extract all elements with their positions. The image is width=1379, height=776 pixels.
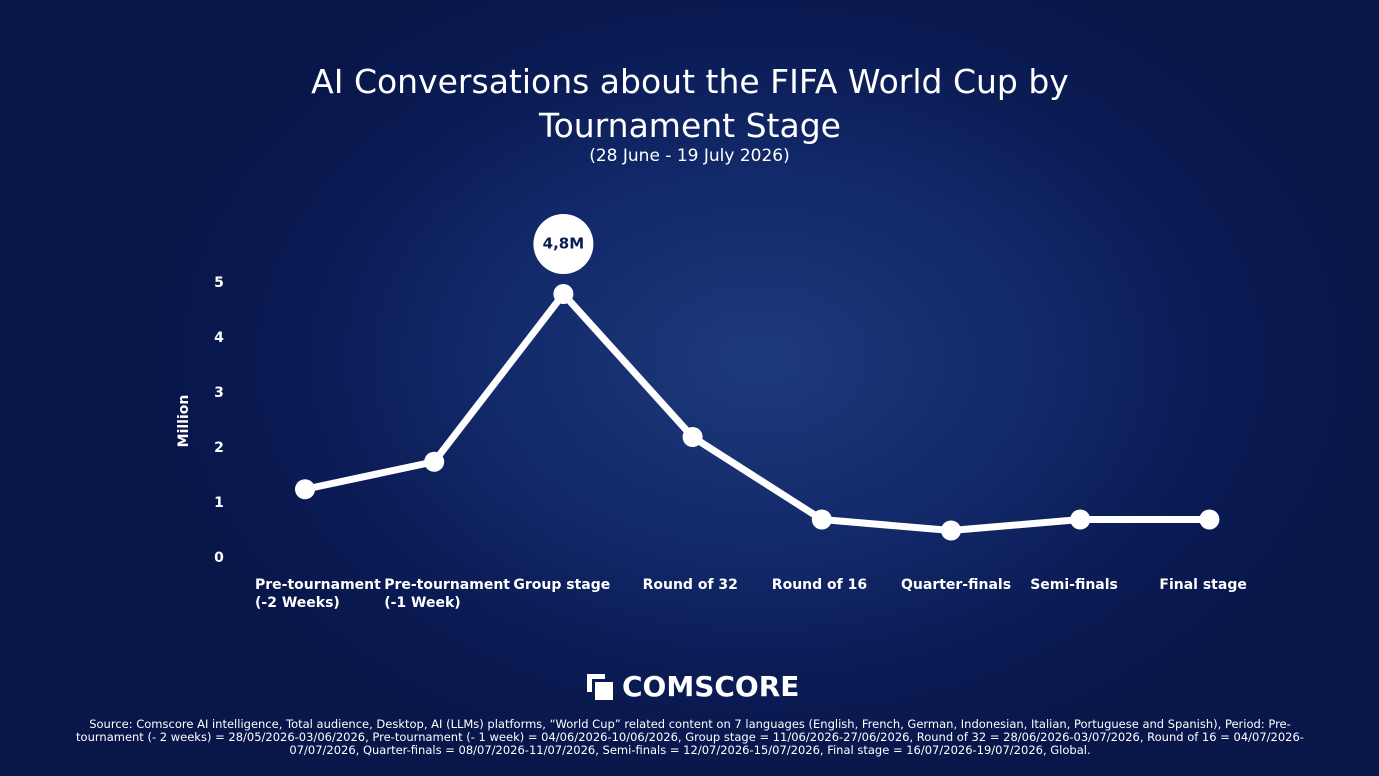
x-tick-label: Round of 16 [771, 577, 868, 593]
x-tick-label: Round of 32 [642, 577, 738, 593]
point [295, 479, 315, 500]
x-tick-label: Quarter-finals [901, 577, 1012, 593]
x-tick-label: Semi-finals [1030, 577, 1118, 593]
point [811, 509, 832, 530]
value-label-bubble [533, 214, 594, 274]
y-tick-label: 2 [214, 440, 224, 456]
y-tick-label: 1 [214, 495, 224, 511]
x-tick-label: Pre-tournament (-2 Weeks) [255, 577, 381, 611]
chart-subtitle: (28 June - 19 July 2026) [589, 146, 790, 166]
point [1199, 509, 1220, 530]
chart-title: AI Conversations about the FIFA World Cu… [311, 62, 1069, 145]
x-tick-label: Final stage [1159, 577, 1247, 593]
x-tick-label: Group stage [513, 577, 611, 593]
point [424, 451, 445, 472]
point [941, 520, 961, 541]
point [1070, 509, 1091, 530]
logo-text: COMSCORE [622, 670, 800, 703]
logo-icon [587, 673, 613, 700]
line [304, 290, 1210, 534]
x-tick-label: Pre-tournament (-1 Week) [384, 577, 510, 611]
y-tick-label: 3 [214, 385, 224, 401]
y-tick-label: 4 [214, 330, 224, 346]
source-note: Source: Comscore AI intelligence, Total … [76, 717, 1304, 757]
point [682, 427, 703, 447]
y-axis-label: Million [176, 395, 192, 448]
y-tick-label: 5 [214, 275, 224, 291]
value-label: 4,8M [543, 235, 585, 253]
point [553, 284, 574, 304]
y-tick-label: 0 [214, 550, 224, 566]
logo: COMSCORE [586, 670, 799, 703]
